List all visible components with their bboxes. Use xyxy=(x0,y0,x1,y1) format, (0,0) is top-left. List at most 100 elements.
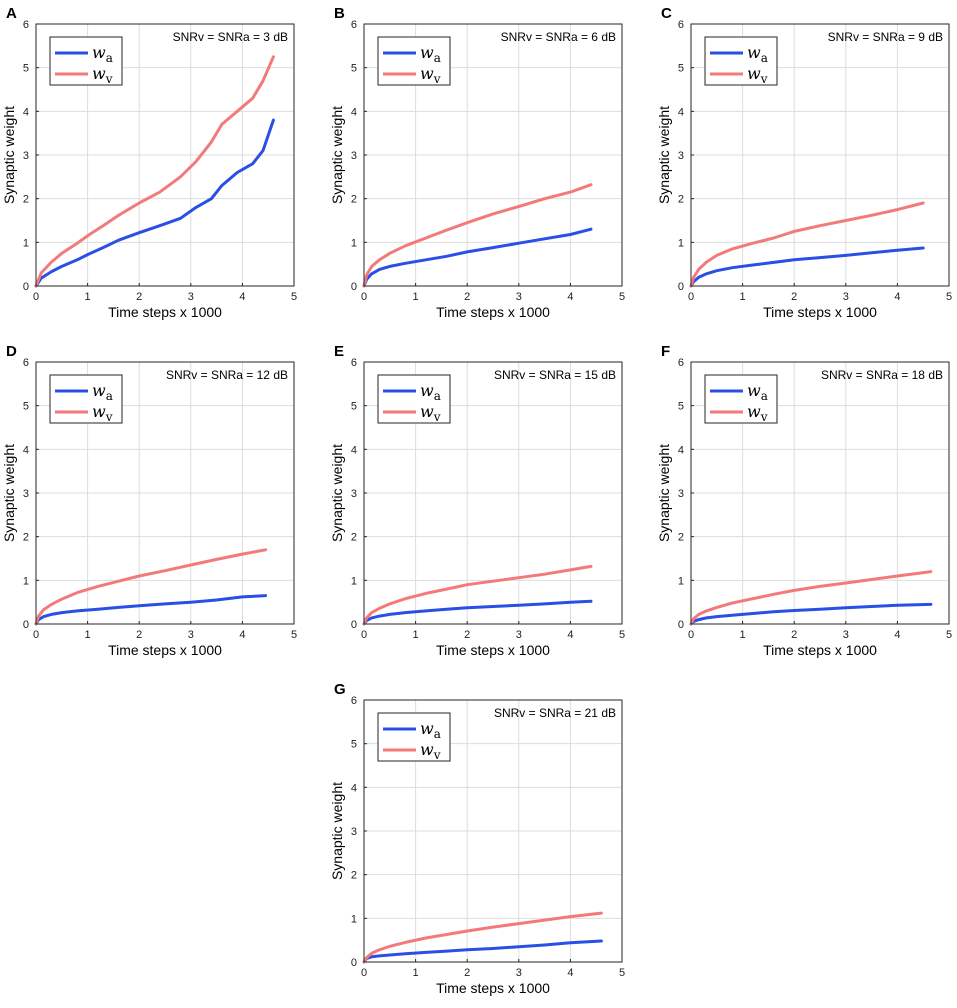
legend-box xyxy=(49,36,123,86)
x-tick-label: 2 xyxy=(136,291,142,303)
x-tick-label: 3 xyxy=(516,967,522,979)
legend-label-base: w xyxy=(92,43,106,62)
legend-label-subscript: v xyxy=(433,410,441,424)
x-axis-label: Time steps x 1000 xyxy=(763,304,877,320)
y-tick-label: 2 xyxy=(351,194,357,206)
legend-box xyxy=(704,374,778,424)
y-tick-label: 0 xyxy=(678,619,684,631)
panel-letter: D xyxy=(6,343,17,360)
x-tick-label: 3 xyxy=(188,291,194,303)
legend-label-wv: wv xyxy=(747,402,768,424)
y-axis-label: Synaptic weight xyxy=(329,444,345,542)
x-tick-label: 3 xyxy=(516,291,522,303)
x-tick-label: 4 xyxy=(239,629,245,641)
snr-annotation: SNRv = SNRa = 15 dB xyxy=(494,368,616,382)
panel-letter: C xyxy=(661,5,672,22)
x-tick-label: 3 xyxy=(843,629,849,641)
y-tick-label: 2 xyxy=(351,870,357,882)
x-tick-label: 5 xyxy=(619,291,625,303)
y-tick-label: 5 xyxy=(23,401,29,413)
legend-label-wv: wv xyxy=(420,64,441,86)
legend-label-wa: wa xyxy=(420,381,441,403)
y-tick-label: 2 xyxy=(23,194,29,206)
y-axis-label: Synaptic weight xyxy=(1,444,17,542)
x-tick-label: 1 xyxy=(740,629,746,641)
legend-label-base: w xyxy=(420,381,434,400)
panel-b: 0 1 2 3 4 5 0 1 2 3 4 5 6 Time steps x 1000 Synaptic w… xyxy=(329,5,625,320)
y-tick-label: 4 xyxy=(351,782,357,794)
y-tick-label: 6 xyxy=(351,695,357,707)
x-axis-label: Time steps x 1000 xyxy=(108,304,222,320)
legend-label-base: w xyxy=(420,43,434,62)
y-tick-label: 5 xyxy=(23,63,29,75)
x-tick-label: 2 xyxy=(464,291,470,303)
legend-label-subscript: v xyxy=(105,72,113,86)
panel-a: 0 1 2 3 4 5 0 1 2 3 4 5 6 Time steps x 1000 Synaptic w… xyxy=(1,5,297,320)
series-line-wv xyxy=(362,911,603,964)
legend-label-base: w xyxy=(92,64,106,83)
panel-e: 0 1 2 3 4 5 0 1 2 3 4 5 6 Time steps x 1000 Synaptic w… xyxy=(329,343,625,658)
x-tick-label: 2 xyxy=(791,629,797,641)
y-tick-label: 1 xyxy=(23,575,29,587)
legend-label-subscript: a xyxy=(106,389,113,403)
y-tick-label: 4 xyxy=(351,106,357,118)
x-tick-label: 5 xyxy=(291,629,297,641)
legend-label-base: w xyxy=(747,43,761,62)
y-tick-label: 2 xyxy=(678,532,684,544)
y-tick-label: 3 xyxy=(23,150,29,162)
legend-label-base: w xyxy=(420,402,434,421)
y-tick-label: 0 xyxy=(351,957,357,969)
y-tick-label: 2 xyxy=(23,532,29,544)
x-tick-label: 4 xyxy=(567,291,573,303)
y-tick-label: 3 xyxy=(678,488,684,500)
legend-label-wv: wv xyxy=(420,402,441,424)
y-tick-label: 3 xyxy=(351,488,357,500)
y-tick-label: 4 xyxy=(351,444,357,456)
legend-label-subscript: a xyxy=(761,389,768,403)
legend-label-subscript: a xyxy=(434,389,441,403)
legend-box xyxy=(377,712,451,762)
x-tick-label: 5 xyxy=(619,967,625,979)
x-tick-label: 0 xyxy=(361,291,367,303)
series-line-wa xyxy=(34,594,268,626)
y-tick-label: 4 xyxy=(23,106,29,118)
legend-label-base: w xyxy=(747,381,761,400)
snr-annotation: SNRv = SNRa = 12 dB xyxy=(166,368,288,382)
legend-label-wv: wv xyxy=(92,64,113,86)
legend-label-wa: wa xyxy=(747,43,768,65)
y-tick-label: 3 xyxy=(23,488,29,500)
legend-label-base: w xyxy=(92,402,106,421)
panel-letter: B xyxy=(334,5,345,22)
y-tick-label: 1 xyxy=(678,575,684,587)
legend-label-base: w xyxy=(420,719,434,738)
x-tick-label: 1 xyxy=(85,629,91,641)
x-axis-label: Time steps x 1000 xyxy=(436,642,550,658)
x-axis-label: Time steps x 1000 xyxy=(436,980,550,996)
y-tick-label: 0 xyxy=(23,619,29,631)
legend-label-subscript: v xyxy=(433,748,441,762)
x-tick-label: 4 xyxy=(239,291,245,303)
x-tick-label: 4 xyxy=(894,291,900,303)
x-tick-label: 3 xyxy=(188,629,194,641)
x-tick-label: 1 xyxy=(413,629,419,641)
panel-d: 0 1 2 3 4 5 0 1 2 3 4 5 6 Time steps x 1000 Synaptic w… xyxy=(1,343,297,658)
series-line-wv xyxy=(689,201,925,288)
y-tick-label: 3 xyxy=(351,150,357,162)
legend-box xyxy=(704,36,778,86)
panel-letter: E xyxy=(334,343,344,360)
legend-label-wa: wa xyxy=(420,43,441,65)
legend-label-wv: wv xyxy=(92,402,113,424)
x-tick-label: 0 xyxy=(361,629,367,641)
y-axis-label: Synaptic weight xyxy=(1,106,17,204)
y-axis-label: Synaptic weight xyxy=(329,782,345,880)
y-tick-label: 4 xyxy=(23,444,29,456)
x-tick-label: 0 xyxy=(33,629,39,641)
legend-label-subscript: v xyxy=(760,410,768,424)
x-tick-label: 4 xyxy=(567,629,573,641)
x-tick-label: 5 xyxy=(946,291,952,303)
y-tick-label: 0 xyxy=(351,619,357,631)
